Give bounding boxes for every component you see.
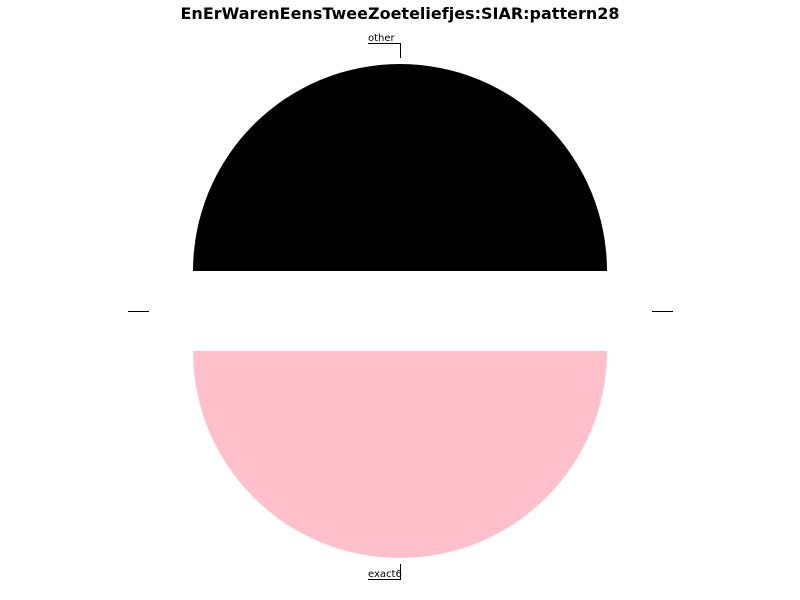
pie-slice-other	[193, 64, 607, 271]
slice-label-exact6: exact6	[368, 569, 402, 580]
pie-slices	[193, 64, 607, 558]
pie-slice-exact6	[193, 351, 607, 558]
leader-line-other	[368, 43, 401, 58]
pie-labels: other exact6	[368, 33, 402, 580]
chart-title: EnErWarenEensTweeZoeteliefjes:SIAR:patte…	[181, 4, 620, 23]
leader-line-exact6	[368, 564, 401, 580]
slice-label-other: other	[368, 33, 396, 44]
